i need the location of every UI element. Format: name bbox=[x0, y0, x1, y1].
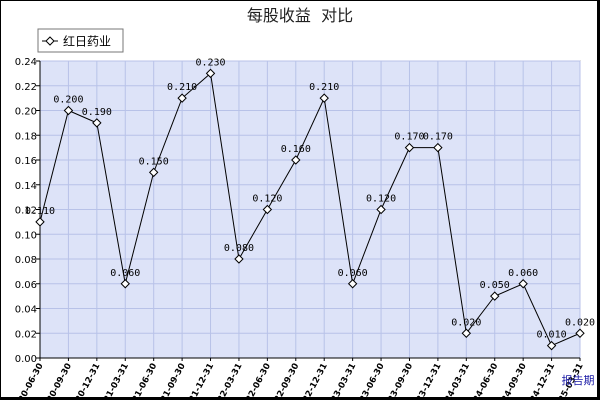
data-label: 0.080 bbox=[224, 243, 254, 254]
data-label: 0.170 bbox=[423, 132, 453, 143]
data-point bbox=[546, 340, 557, 351]
y-tick-label: 0.04 bbox=[15, 305, 37, 316]
data-point bbox=[120, 279, 130, 289]
y-tick-label: 0.14 bbox=[15, 181, 37, 192]
legend-box bbox=[37, 28, 124, 53]
data-point bbox=[461, 328, 472, 338]
data-label: 0.210 bbox=[167, 82, 197, 93]
data-point bbox=[518, 279, 528, 289]
data-label: 0.060 bbox=[338, 268, 368, 279]
data-label: 0.060 bbox=[508, 268, 538, 279]
y-tick-label: 0.06 bbox=[15, 280, 37, 291]
data-label: 0.230 bbox=[195, 57, 225, 68]
data-label: 0.120 bbox=[366, 194, 396, 205]
data-point bbox=[148, 167, 159, 178]
data-label: 0.060 bbox=[110, 268, 140, 279]
legend: 红日药业 bbox=[37, 28, 124, 53]
data-point bbox=[262, 204, 273, 215]
y-axis: 0.00 0.02 0.04 0.06 0.08 0.10 0.12 0.14 0.16 0.18… bbox=[15, 57, 40, 365]
data-point bbox=[234, 254, 244, 264]
data-label: 0.190 bbox=[82, 107, 112, 118]
data-label: 0.050 bbox=[480, 280, 510, 291]
chart-title: 每股收益 对比 bbox=[247, 6, 353, 25]
data-label: 0.010 bbox=[537, 330, 567, 341]
data-points bbox=[35, 68, 585, 351]
series-line bbox=[39, 72, 581, 347]
data-point bbox=[35, 217, 45, 227]
data-point bbox=[291, 155, 301, 165]
data-point bbox=[347, 279, 358, 289]
y-tick-label: 0.20 bbox=[15, 107, 37, 118]
data-point bbox=[205, 68, 216, 79]
data-point bbox=[376, 204, 386, 215]
data-label: 0.200 bbox=[53, 95, 83, 106]
y-tick-label: 0.18 bbox=[15, 131, 37, 142]
data-point bbox=[404, 142, 415, 153]
y-tick-label: 0.00 bbox=[15, 354, 37, 365]
y-tick-label: 0.16 bbox=[15, 156, 37, 167]
y-tick-label: 0.02 bbox=[15, 329, 37, 340]
legend-diamond-icon bbox=[45, 36, 55, 46]
x-axis-label: 报告期 bbox=[562, 373, 595, 387]
data-point bbox=[575, 328, 585, 338]
data-label: 0.210 bbox=[309, 82, 339, 93]
data-label: 0.020 bbox=[451, 317, 481, 328]
data-point bbox=[177, 93, 187, 103]
legend-entry: 红日药业 bbox=[63, 34, 111, 49]
data-label: 0.150 bbox=[139, 156, 169, 167]
data-label: 0.110 bbox=[25, 206, 55, 217]
y-tick-label: 0.08 bbox=[15, 255, 37, 266]
data-point bbox=[92, 118, 102, 128]
data-label: 0.120 bbox=[252, 194, 282, 205]
y-tick-label: 0.10 bbox=[15, 230, 37, 241]
data-label: 0.160 bbox=[281, 144, 311, 155]
y-tick-label: 0.24 bbox=[15, 57, 37, 68]
y-tick-label: 0.22 bbox=[15, 82, 37, 93]
y-tick-label: 0.12 bbox=[15, 206, 37, 217]
data-label: 0.170 bbox=[394, 132, 424, 143]
data-label: 0.020 bbox=[565, 317, 595, 328]
x-tick-label: 2020-06-30 bbox=[11, 362, 45, 400]
data-point bbox=[319, 93, 329, 103]
data-point bbox=[63, 105, 74, 116]
data-point bbox=[433, 142, 443, 153]
data-point bbox=[490, 291, 500, 301]
